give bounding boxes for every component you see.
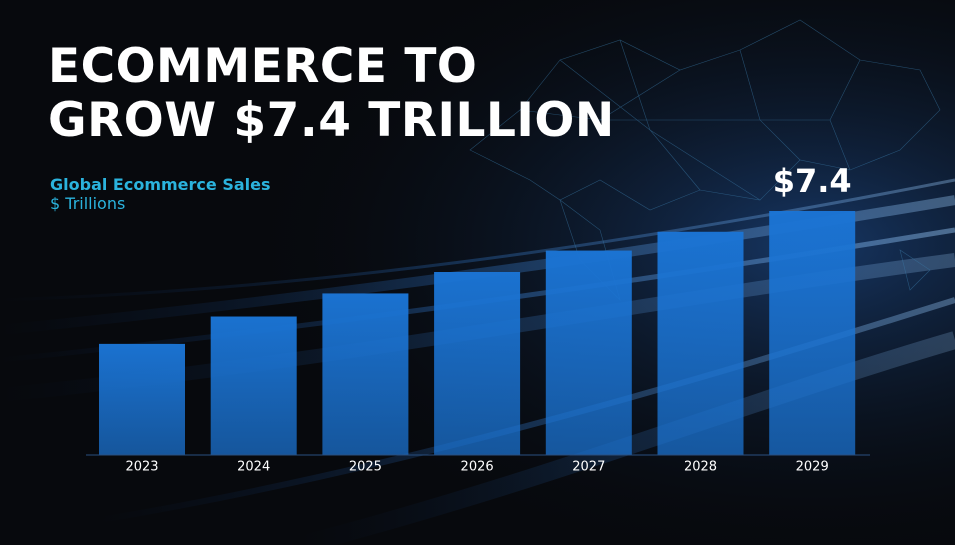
chart-subtitle: Global Ecommerce Sales [50, 175, 271, 194]
chart-title: ECOMMERCE TO GROW $7.4 TRILLION [48, 39, 615, 148]
bar [657, 231, 744, 455]
network-map [469, 19, 941, 302]
bar [210, 316, 297, 455]
bar [99, 343, 185, 455]
x-tick-label: 2029 [796, 460, 829, 475]
x-tick-label: 2024 [237, 460, 270, 475]
bar [545, 250, 632, 455]
x-tick-label: 2025 [349, 460, 382, 475]
bar [434, 272, 521, 455]
x-tick-label: 2028 [684, 460, 717, 475]
bar [769, 211, 856, 455]
x-tick-label: 2026 [461, 460, 494, 475]
bar [322, 293, 409, 455]
subtitle-block: Global Ecommerce Sales $ Trillions [50, 175, 271, 213]
x-tick-label: 2023 [125, 460, 158, 475]
plot-area: 2023 2024 2025 2026 2027 2028 2029 $7.4 [99, 162, 856, 475]
x-tick-label: 2027 [572, 460, 605, 475]
value-label: $7.4 [773, 162, 852, 200]
y-axis-label: $ Trillions [50, 194, 126, 213]
